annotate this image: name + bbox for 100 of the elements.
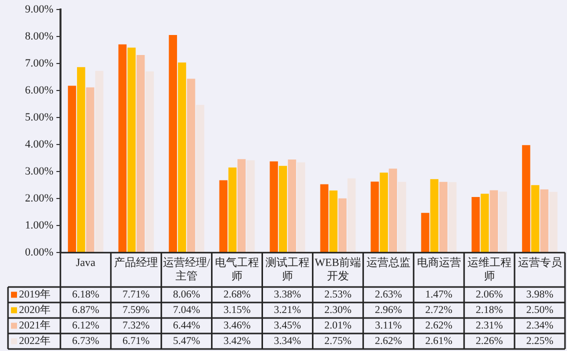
- data-label: 2.62%: [374, 336, 402, 347]
- data-label: 2.30%: [324, 305, 352, 316]
- bar: [270, 161, 278, 252]
- bar: [178, 62, 186, 252]
- bar: [380, 172, 388, 252]
- data-label: 2.62%: [425, 320, 453, 332]
- data-label: 3.46%: [223, 320, 251, 332]
- bar: [540, 189, 548, 252]
- bar: [370, 182, 379, 252]
- data-label: 2.96%: [374, 305, 402, 316]
- bar: [86, 87, 94, 252]
- data-label: 2.68%: [223, 290, 251, 300]
- x-tick-label: 运维工程师: [467, 256, 512, 282]
- data-label: 2.06%: [476, 290, 504, 300]
- data-label: 7.32%: [122, 320, 150, 332]
- legend-label: 2020年: [19, 304, 51, 316]
- y-tick-label: 9.00%: [24, 3, 54, 16]
- data-label: 6.71%: [122, 336, 150, 347]
- data-label: 7.04%: [172, 305, 200, 316]
- y-tick-label: 2.00%: [24, 192, 54, 204]
- bar: [146, 71, 154, 252]
- data-label: 6.44%: [172, 320, 200, 332]
- data-label: 2.61%: [425, 336, 453, 347]
- y-tick-label: 8.00%: [24, 30, 54, 42]
- data-label: 8.06%: [172, 290, 200, 300]
- data-label: 3.45%: [274, 320, 302, 332]
- x-tick-label: 测试工程师: [265, 256, 310, 282]
- data-label: 2.34%: [526, 320, 554, 332]
- data-label: 6.73%: [72, 336, 100, 347]
- data-label: 2.01%: [324, 320, 352, 332]
- data-label: 2.53%: [324, 290, 352, 300]
- data-label: 3.15%: [223, 305, 251, 316]
- bar: [388, 168, 398, 252]
- data-label: 7.71%: [122, 290, 150, 300]
- y-tick-label: 3.00%: [24, 165, 54, 178]
- x-tick-label: 运营专员: [518, 256, 562, 270]
- bar: [439, 182, 448, 252]
- data-label: 2.72%: [425, 305, 453, 316]
- bar: [68, 86, 76, 252]
- bar: [77, 67, 86, 252]
- data-label: 3.98%: [526, 290, 554, 300]
- x-tick-label: 产品经理: [114, 256, 158, 270]
- x-tick-label: 电商运营: [416, 256, 461, 270]
- data-label: 2.25%: [526, 336, 554, 347]
- x-tick-label: 运营经理/主管: [163, 256, 212, 282]
- bar: [329, 190, 338, 252]
- bar: [430, 179, 438, 252]
- data-label: 2.18%: [476, 305, 504, 316]
- bar: [187, 78, 196, 252]
- bar: [472, 196, 480, 252]
- data-label: 3.42%: [223, 336, 251, 347]
- data-label: 5.47%: [172, 336, 200, 347]
- data-label: 6.12%: [72, 320, 100, 332]
- bar: [320, 184, 328, 252]
- y-tick-label: 6.00%: [24, 84, 54, 96]
- data-label: 2.50%: [526, 305, 554, 316]
- y-tick-label: 4.00%: [24, 138, 54, 150]
- data-label: 3.38%: [274, 290, 302, 300]
- bar: [278, 166, 288, 252]
- bar: [498, 192, 508, 252]
- bar: [347, 178, 356, 252]
- data-label: 2.75%: [324, 336, 352, 347]
- bar: [549, 192, 558, 252]
- bar: [127, 48, 136, 252]
- y-tick-label: 0.00%: [24, 246, 54, 258]
- data-label: 2.26%: [476, 336, 504, 347]
- bar: [95, 70, 104, 252]
- data-label: 6.87%: [72, 305, 100, 316]
- bar: [228, 168, 237, 252]
- y-tick-label: 1.00%: [24, 219, 54, 232]
- bar: [448, 182, 457, 252]
- bar: [196, 104, 204, 252]
- x-tick-label: Java: [76, 257, 96, 270]
- bar: [421, 212, 430, 252]
- data-label: 6.18%: [72, 290, 100, 300]
- data-label: 1.47%: [425, 290, 453, 300]
- data-label: 3.21%: [274, 305, 302, 316]
- bar: [219, 180, 228, 252]
- data-label: 3.11%: [375, 320, 402, 332]
- bar: [490, 190, 498, 252]
- data-label: 2.31%: [476, 320, 504, 332]
- bar: [531, 185, 540, 252]
- bar: [480, 194, 489, 252]
- data-label: 2.63%: [374, 290, 402, 300]
- bar: [288, 159, 296, 252]
- data-label: 7.59%: [122, 305, 150, 316]
- bar: [398, 182, 406, 252]
- legend-label: 2022年: [19, 335, 51, 347]
- bar: [338, 198, 347, 252]
- bar: [237, 159, 246, 252]
- bar: [297, 162, 306, 252]
- bar: [168, 34, 178, 252]
- y-tick-label: 5.00%: [24, 111, 54, 124]
- legend-label: 2019年: [19, 288, 51, 300]
- y-tick-label: 7.00%: [24, 57, 54, 70]
- x-tick-label: 运营总监: [366, 256, 410, 270]
- bar: [246, 160, 255, 252]
- data-label: 3.34%: [274, 336, 302, 347]
- x-tick-label: 电气工程师: [215, 256, 260, 282]
- bar: [136, 54, 145, 252]
